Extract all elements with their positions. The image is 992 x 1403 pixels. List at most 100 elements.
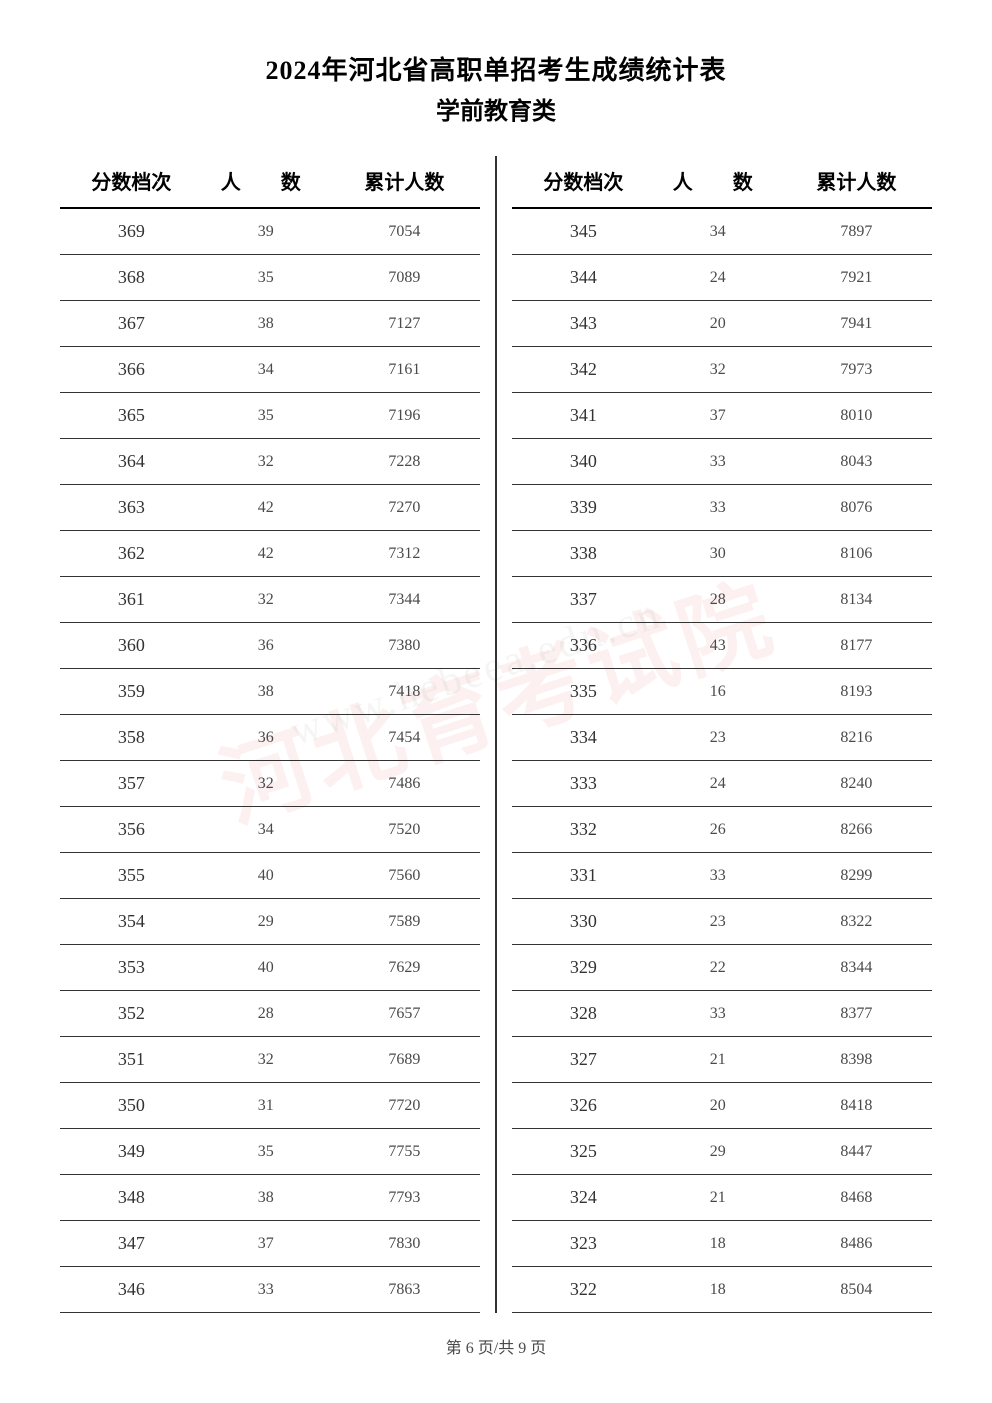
cell-count: 38 (203, 1175, 329, 1221)
table-row: 324218468 (512, 1175, 932, 1221)
table-row: 340338043 (512, 439, 932, 485)
table-row: 327218398 (512, 1037, 932, 1083)
cell-score: 365 (60, 393, 203, 439)
cell-count: 35 (203, 255, 329, 301)
cell-count: 23 (655, 715, 781, 761)
cell-count: 37 (203, 1221, 329, 1267)
cell-count: 39 (203, 208, 329, 255)
score-table-left: 分数档次 人 数 累计人数 36939705436835708936738712… (60, 156, 480, 1313)
cell-score: 345 (512, 208, 655, 255)
cell-count: 35 (203, 393, 329, 439)
cell-count: 34 (655, 208, 781, 255)
table-row: 329228344 (512, 945, 932, 991)
cell-score: 327 (512, 1037, 655, 1083)
cell-count: 30 (655, 531, 781, 577)
title-block: 2024年河北省高职单招考生成绩统计表 学前教育类 (60, 50, 932, 126)
table-row: 333248240 (512, 761, 932, 807)
header-score: 分数档次 (60, 156, 203, 208)
cell-count: 32 (203, 439, 329, 485)
table-row: 337288134 (512, 577, 932, 623)
table-row: 336438177 (512, 623, 932, 669)
cell-cumulative: 7793 (329, 1175, 480, 1221)
cell-cumulative: 7486 (329, 761, 480, 807)
cell-score: 329 (512, 945, 655, 991)
cell-score: 339 (512, 485, 655, 531)
cell-count: 42 (203, 485, 329, 531)
cell-score: 348 (60, 1175, 203, 1221)
cell-cumulative: 7657 (329, 991, 480, 1037)
cell-count: 28 (655, 577, 781, 623)
table-row: 335168193 (512, 669, 932, 715)
cell-score: 326 (512, 1083, 655, 1129)
header-cumulative: 累计人数 (781, 156, 932, 208)
score-table-right: 分数档次 人 数 累计人数 34534789734424792134320794… (512, 156, 932, 1313)
cell-count: 24 (655, 255, 781, 301)
cell-score: 349 (60, 1129, 203, 1175)
table-row: 345347897 (512, 208, 932, 255)
cell-cumulative: 8043 (781, 439, 932, 485)
table-row: 359387418 (60, 669, 480, 715)
table-row: 368357089 (60, 255, 480, 301)
cell-cumulative: 7228 (329, 439, 480, 485)
cell-score: 356 (60, 807, 203, 853)
table-row: 330238322 (512, 899, 932, 945)
cell-score: 351 (60, 1037, 203, 1083)
cell-count: 32 (203, 761, 329, 807)
cell-score: 369 (60, 208, 203, 255)
cell-count: 23 (655, 899, 781, 945)
cell-count: 22 (655, 945, 781, 991)
cell-cumulative: 8322 (781, 899, 932, 945)
cell-count: 21 (655, 1175, 781, 1221)
cell-cumulative: 7270 (329, 485, 480, 531)
cell-cumulative: 7161 (329, 347, 480, 393)
cell-count: 32 (203, 1037, 329, 1083)
table-row: 331338299 (512, 853, 932, 899)
cell-score: 343 (512, 301, 655, 347)
cell-score: 347 (60, 1221, 203, 1267)
table-row: 342327973 (512, 347, 932, 393)
cell-score: 333 (512, 761, 655, 807)
cell-cumulative: 8177 (781, 623, 932, 669)
cell-score: 355 (60, 853, 203, 899)
cell-score: 340 (512, 439, 655, 485)
table-row: 326208418 (512, 1083, 932, 1129)
cell-score: 357 (60, 761, 203, 807)
vertical-divider (495, 156, 497, 1313)
cell-count: 40 (203, 853, 329, 899)
cell-count: 42 (203, 531, 329, 577)
cell-count: 33 (655, 485, 781, 531)
cell-score: 335 (512, 669, 655, 715)
cell-count: 33 (655, 853, 781, 899)
cell-cumulative: 7941 (781, 301, 932, 347)
table-row: 352287657 (60, 991, 480, 1037)
cell-count: 33 (655, 991, 781, 1037)
cell-score: 337 (512, 577, 655, 623)
cell-cumulative: 7689 (329, 1037, 480, 1083)
cell-count: 32 (655, 347, 781, 393)
cell-count: 24 (655, 761, 781, 807)
table-row: 346337863 (60, 1267, 480, 1313)
cell-cumulative: 7755 (329, 1129, 480, 1175)
cell-cumulative: 8377 (781, 991, 932, 1037)
cell-count: 35 (203, 1129, 329, 1175)
cell-count: 38 (203, 669, 329, 715)
cell-cumulative: 7973 (781, 347, 932, 393)
cell-count: 28 (203, 991, 329, 1037)
table-row: 328338377 (512, 991, 932, 1037)
cell-cumulative: 8106 (781, 531, 932, 577)
cell-count: 20 (655, 301, 781, 347)
table-row: 344247921 (512, 255, 932, 301)
tables-wrap: 分数档次 人 数 累计人数 36939705436835708936738712… (60, 156, 932, 1313)
table-row: 366347161 (60, 347, 480, 393)
page-subtitle: 学前教育类 (60, 91, 932, 126)
table-row: 369397054 (60, 208, 480, 255)
cell-cumulative: 8486 (781, 1221, 932, 1267)
table-row: 357327486 (60, 761, 480, 807)
table-row: 361327344 (60, 577, 480, 623)
cell-count: 34 (203, 347, 329, 393)
cell-cumulative: 7054 (329, 208, 480, 255)
cell-score: 364 (60, 439, 203, 485)
cell-cumulative: 8216 (781, 715, 932, 761)
cell-cumulative: 8299 (781, 853, 932, 899)
header-count: 人 数 (203, 156, 329, 208)
